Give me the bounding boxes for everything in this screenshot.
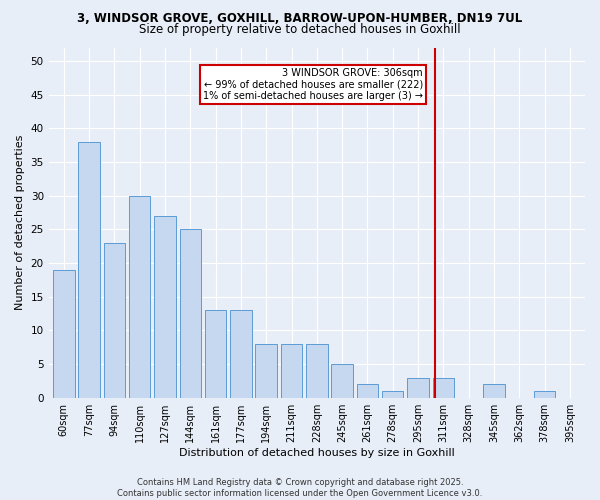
Bar bbox=[256, 344, 277, 398]
Bar bbox=[534, 391, 555, 398]
Bar bbox=[407, 378, 429, 398]
Bar bbox=[382, 391, 403, 398]
Bar bbox=[281, 344, 302, 398]
Text: Contains HM Land Registry data © Crown copyright and database right 2025.
Contai: Contains HM Land Registry data © Crown c… bbox=[118, 478, 482, 498]
Bar bbox=[179, 230, 201, 398]
Bar bbox=[205, 310, 226, 398]
Bar bbox=[79, 142, 100, 398]
Bar bbox=[356, 384, 378, 398]
Text: Size of property relative to detached houses in Goxhill: Size of property relative to detached ho… bbox=[139, 22, 461, 36]
X-axis label: Distribution of detached houses by size in Goxhill: Distribution of detached houses by size … bbox=[179, 448, 455, 458]
Bar bbox=[306, 344, 328, 398]
Y-axis label: Number of detached properties: Number of detached properties bbox=[15, 135, 25, 310]
Bar bbox=[230, 310, 251, 398]
Bar bbox=[129, 196, 151, 398]
Bar bbox=[104, 243, 125, 398]
Bar bbox=[154, 216, 176, 398]
Bar bbox=[53, 270, 74, 398]
Text: 3 WINDSOR GROVE: 306sqm
← 99% of detached houses are smaller (222)
1% of semi-de: 3 WINDSOR GROVE: 306sqm ← 99% of detache… bbox=[203, 68, 423, 101]
Text: 3, WINDSOR GROVE, GOXHILL, BARROW-UPON-HUMBER, DN19 7UL: 3, WINDSOR GROVE, GOXHILL, BARROW-UPON-H… bbox=[77, 12, 523, 26]
Bar bbox=[433, 378, 454, 398]
Bar bbox=[483, 384, 505, 398]
Bar bbox=[331, 364, 353, 398]
